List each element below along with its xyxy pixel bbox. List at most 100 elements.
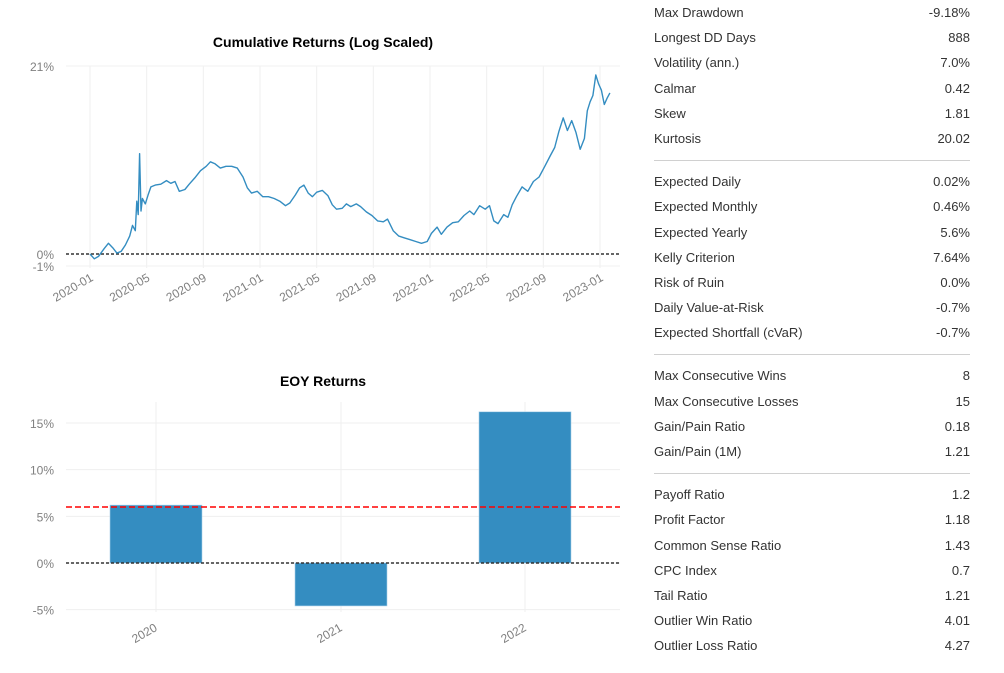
bar-2020 [109,504,203,564]
metric-value: 15 [955,393,970,409]
metric-row: Common Sense Ratio 1.43 [654,533,970,558]
metrics-divider [654,160,970,162]
metric-value: -9.18% [928,5,970,20]
metric-row: Profit Factor 1.18 [654,507,970,532]
bar-2021 [294,562,388,607]
metric-value: 4.27 [944,638,970,654]
x-tick-label: 2020-01 [50,270,95,304]
metrics-divider [654,354,970,356]
x-tick-label: 2022-01 [390,270,435,304]
metric-row: Risk of Ruin 0.0% [654,270,970,295]
metric-value: 0.7 [951,562,970,578]
metric-value: 20.02 [937,130,970,146]
metric-label: Common Sense Ratio [654,537,782,553]
metric-row: Payoff Ratio 1.2 [654,482,970,507]
metrics-divider [654,473,970,475]
metric-row: Outlier Loss Ratio 4.27 [654,633,970,658]
chart-title: Cumulative Returns (Log Scaled) [213,34,433,50]
metric-row: Longest DD Days 888 [654,25,970,50]
cumulative-returns-svg: Cumulative Returns (Log Scaled) 21% 0%-1%… [30,34,620,305]
cumulative-returns-line [89,74,611,260]
bar-2022 [478,411,572,564]
x-tick-label: 2021 [314,620,344,646]
metric-value: 0.46% [933,199,970,215]
metric-label: Expected Shortfall (cVaR) [654,325,803,341]
metric-row: Expected Shortfall (cVaR) -0.7% [654,320,970,345]
y-tick-label: 0% [37,557,55,571]
metric-value: -0.7% [936,300,970,316]
metric-row: Max Consecutive Wins 8 [654,363,970,388]
metric-row: Daily Value-at-Risk -0.7% [654,295,970,320]
metric-row: Max Consecutive Losses 15 [654,389,970,414]
metric-row: Gain/Pain Ratio 0.18 [654,414,970,439]
metric-value: 0.18 [944,418,970,434]
metric-row: CPC Index 0.7 [654,558,970,583]
metric-value: 1.21 [944,444,970,459]
metric-label: Expected Yearly [654,224,748,240]
metric-label: Max Drawdown [654,5,744,20]
metric-row: Outlier Win Ratio 4.01 [654,608,970,633]
metric-label: Kelly Criterion [654,249,735,265]
metric-row: Tail Ratio 1.21 [654,583,970,608]
metric-label: Longest DD Days [654,30,756,46]
x-tick-label: 2021-01 [220,270,265,304]
y-tick-label: -1% [33,260,55,274]
metric-label: CPC Index [654,562,717,578]
metric-row: Max Drawdown -9.18% [654,0,970,25]
metric-label: Gain/Pain (1M) [654,444,742,459]
metric-row: Kurtosis 20.02 [654,126,970,151]
metric-value: 7.0% [940,55,970,71]
y-tick-label: 0% [37,248,55,262]
metric-value: 1.43 [944,537,970,553]
metric-value: 0.02% [933,174,970,190]
metric-label: Risk of Ruin [654,274,725,290]
metric-label: Gain/Pain Ratio [654,418,746,434]
metric-row: Expected Yearly 5.6% [654,220,970,245]
metric-value: 7.64% [933,249,970,265]
metric-value: 4.01 [944,613,970,629]
metric-row: Kelly Criterion 7.64% [654,245,970,270]
metric-value: -0.7% [936,325,970,341]
metric-label: Tail Ratio [654,587,708,603]
metric-value: 1.21 [944,587,970,603]
metric-value: 1.18 [944,512,970,528]
metric-label: Skew [654,105,686,121]
metric-label: Expected Daily [654,174,741,190]
eoy-returns-svg: EOY Returns 15% 10% 5% 0% -5% 2020 2021 2022 [30,373,620,646]
chart-title: EOY Returns [280,373,366,389]
y-tick-label: 5% [37,510,55,524]
metric-row: Skew 1.81 [654,101,970,126]
metric-value: 1.2 [951,487,970,503]
metric-label: Max Consecutive Losses [654,393,799,409]
metric-label: Kurtosis [654,130,701,146]
x-tick-label: 2021-05 [277,270,322,304]
y-tick-label: 10% [30,464,54,478]
metrics-table: Max Drawdown -9.18% Longest DD Days 888 Vola… [654,0,970,659]
metric-label: Profit Factor [654,512,725,528]
eoy-returns-chart: EOY Returns 15% 10% 5% 0% -5% 2020 2021 2022 [0,360,630,668]
metric-label: Payoff Ratio [654,487,725,503]
x-tick-label: 2020-05 [107,270,152,304]
metric-label: Outlier Loss Ratio [654,638,758,654]
metric-row: Volatility (ann.) 7.0% [654,50,970,75]
metric-row: Gain/Pain (1M) 1.21 [654,439,970,464]
metric-label: Volatility (ann.) [654,55,740,71]
y-tick-label: 21% [30,60,54,74]
metric-label: Daily Value-at-Risk [654,300,764,316]
cumulative-returns-chart: Cumulative Returns (Log Scaled) 21% 0% -1%… [0,0,630,340]
metric-value: 8 [962,368,970,384]
x-tick-label: 2022-05 [447,270,492,304]
x-tick-label: 2023-01 [560,270,605,304]
x-tick-label: 2022-09 [504,270,549,304]
metric-value: 5.6% [940,224,970,240]
metric-row: Expected Monthly 0.46% [654,194,970,219]
metric-label: Calmar [654,80,696,96]
metric-row: Expected Daily 0.02% [654,169,970,194]
metric-value: 1.81 [944,105,970,121]
x-tick-label: 2020-09 [164,270,209,304]
metric-value: 0.0% [940,274,970,290]
metric-label: Max Consecutive Wins [654,368,787,384]
metric-value: 0.42 [944,80,970,96]
metric-row: Calmar 0.42 [654,76,970,101]
x-tick-label: 2021-09 [334,270,379,304]
